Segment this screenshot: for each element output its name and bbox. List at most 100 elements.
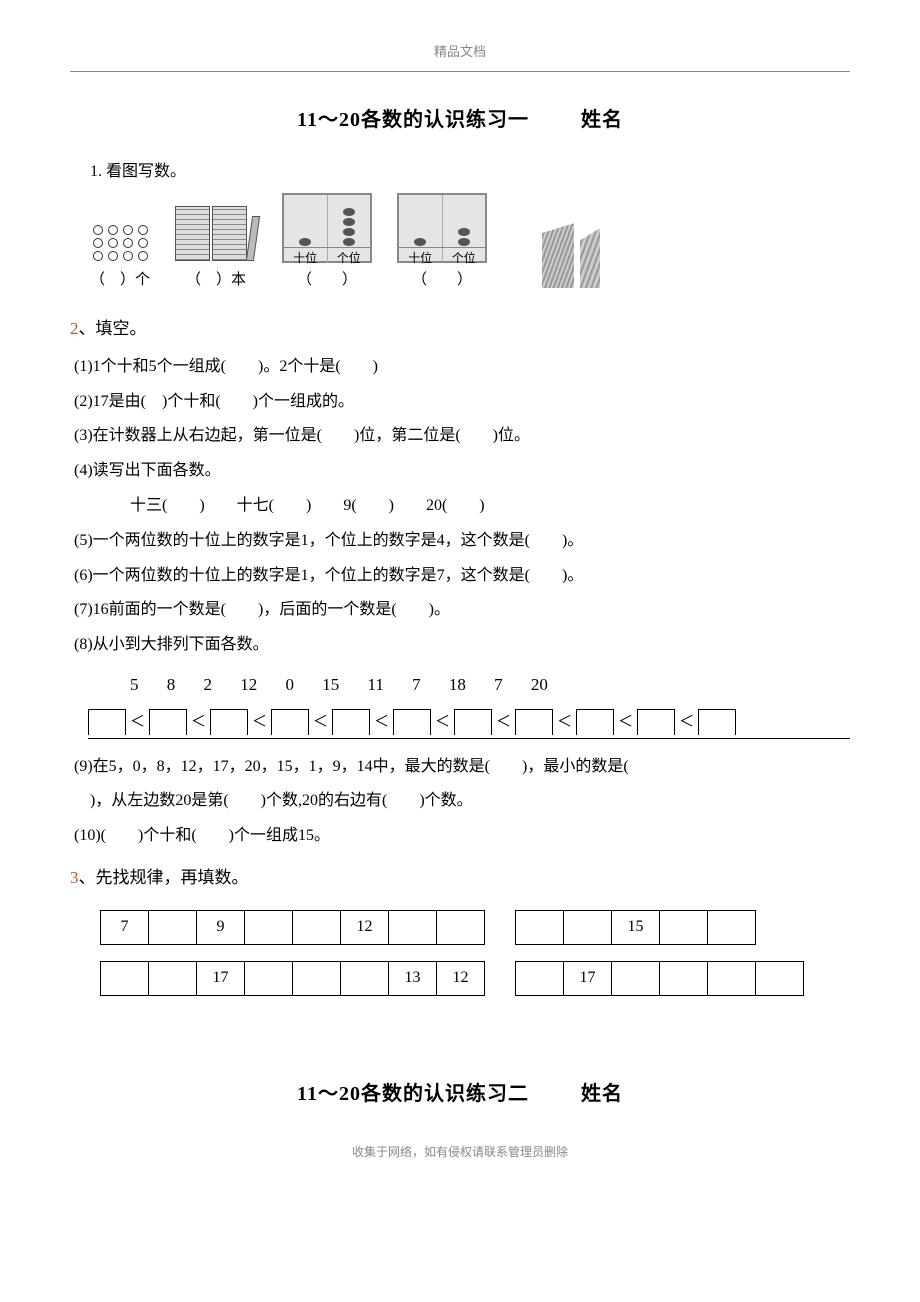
q1-item4-caption: （ ）	[397, 267, 487, 294]
pattern-tables: 7 9 12 15 17 1312 17	[70, 910, 850, 996]
pattern-cell	[293, 910, 341, 944]
q2-line4: (4)读写出下面各数。	[70, 457, 850, 486]
q1-abacus1-item: 十位 个位 （ ）	[282, 193, 372, 294]
worksheet-title-2: 11～20各数的认识练习二 姓名	[70, 1076, 850, 1112]
pattern-cell	[708, 910, 756, 944]
q2-line8: (8)从小到大排列下面各数。	[70, 631, 850, 660]
ones-label-2: 个位	[443, 248, 486, 263]
q2-line1: (1)1个十和5个一组成( )。2个十是( )	[70, 353, 850, 382]
q2-line2: (2)17是由( )个十和( )个一组成的。	[70, 388, 850, 417]
books-graphic	[175, 206, 257, 261]
sort-box	[88, 709, 126, 735]
pattern-cell	[612, 961, 660, 995]
lt-symbol: ＜	[557, 709, 572, 736]
pattern-table-4: 17	[515, 961, 804, 996]
lt-symbol: ＜	[496, 709, 511, 736]
q2-heading-text: 、填空。	[79, 319, 147, 338]
q3-heading: 3、先找规律，再填数。	[70, 863, 850, 894]
pattern-cell	[660, 910, 708, 944]
q1-pencils-item	[542, 223, 600, 294]
ones-label: 个位	[328, 248, 371, 263]
sort-box	[210, 709, 248, 735]
header-label: 精品文档	[70, 40, 850, 63]
q1-item1-caption: （ ）个	[90, 267, 150, 294]
q2-sort-numbers: 5 8 2 12 0 15 11 7 18 7 20	[70, 670, 850, 701]
lt-symbol: ＜	[252, 709, 267, 736]
pattern-cell	[660, 961, 708, 995]
sort-box	[149, 709, 187, 735]
sort-box	[515, 709, 553, 735]
q1-heading: 1. 看图写数。	[70, 158, 850, 187]
footer-note: 收集于网络，如有侵权请联系管理员删除	[70, 1142, 850, 1164]
tens-label-2: 十位	[399, 248, 443, 263]
q2-line3: (3)在计数器上从右边起，第一位是( )位，第二位是( )位。	[70, 422, 850, 451]
title-name-label: 姓名	[581, 109, 623, 131]
q3-number: 3	[70, 868, 79, 887]
lt-symbol: ＜	[313, 709, 328, 736]
lt-symbol: ＜	[618, 709, 633, 736]
sort-box	[637, 709, 675, 735]
pattern-cell: 12	[437, 961, 485, 995]
pencils-graphic	[542, 223, 600, 288]
sort-box	[332, 709, 370, 735]
pattern-cell	[245, 961, 293, 995]
q2-heading: 2、填空。	[70, 314, 850, 345]
q2-line7: (7)16前面的一个数是( )，后面的一个数是( )。	[70, 596, 850, 625]
pattern-cell	[149, 961, 197, 995]
title-main: 11～20各数的认识练习一	[297, 109, 529, 131]
q2-line6: (6)一个两位数的十位上的数字是1，个位上的数字是7，这个数是( )。	[70, 562, 850, 591]
pattern-cell	[516, 961, 564, 995]
q2-line9b: )，从左边数20是第( )个数,20的右边有( )个数。	[70, 787, 850, 816]
lt-symbol: ＜	[374, 709, 389, 736]
pattern-cell	[149, 910, 197, 944]
q1-circles-item: （ ）个	[90, 225, 150, 294]
title2-name-label: 姓名	[581, 1083, 623, 1105]
pattern-cell: 17	[564, 961, 612, 995]
q2-line9a: (9)在5，0，8，12，17，20，15，1，9，14中，最大的数是( )，最…	[70, 753, 850, 782]
q2-number: 2	[70, 319, 79, 338]
sort-box	[393, 709, 431, 735]
pattern-cell: 13	[389, 961, 437, 995]
pattern-cell: 17	[197, 961, 245, 995]
pattern-cell	[708, 961, 756, 995]
pattern-cell	[293, 961, 341, 995]
pattern-table-3: 17 1312	[100, 961, 485, 996]
pattern-cell: 9	[197, 910, 245, 944]
abacus-graphic-2: 十位 个位	[397, 193, 487, 263]
sort-box	[698, 709, 736, 735]
lt-symbol: ＜	[191, 709, 206, 736]
worksheet-title-1: 11～20各数的认识练习一 姓名	[70, 102, 850, 138]
circles-graphic	[90, 225, 150, 261]
lt-symbol: ＜	[435, 709, 450, 736]
q1-figures-row: （ ）个 （ ）本 十位 个位 （ ）	[70, 193, 850, 294]
pattern-cell	[437, 910, 485, 944]
q1-abacus2-item: 十位 个位 （ ）	[397, 193, 487, 294]
sort-box	[454, 709, 492, 735]
sort-box	[576, 709, 614, 735]
pattern-cell	[516, 910, 564, 944]
q2-sort-boxes: ＜ ＜ ＜ ＜ ＜ ＜ ＜ ＜ ＜ ＜	[88, 709, 850, 739]
pattern-table-2: 15	[515, 910, 756, 945]
q2-line4-sub: 十三( ) 十七( ) 9( ) 20( )	[70, 492, 850, 521]
header-underline	[70, 71, 850, 72]
pattern-cell	[756, 961, 804, 995]
pattern-cell	[101, 961, 149, 995]
pattern-cell	[245, 910, 293, 944]
q2-line10: (10)( )个十和( )个一组成15。	[70, 822, 850, 851]
pattern-cell: 7	[101, 910, 149, 944]
lt-symbol: ＜	[679, 709, 694, 736]
q1-item3-caption: （ ）	[282, 267, 372, 294]
q3-heading-text: 、先找规律，再填数。	[79, 868, 249, 887]
q2-line5: (5)一个两位数的十位上的数字是1，个位上的数字是4，这个数是( )。	[70, 527, 850, 556]
pattern-cell: 15	[612, 910, 660, 944]
pattern-cell	[341, 961, 389, 995]
title2-main: 11～20各数的认识练习二	[297, 1083, 529, 1105]
abacus-graphic-1: 十位 个位	[282, 193, 372, 263]
pattern-cell: 12	[341, 910, 389, 944]
pattern-cell	[564, 910, 612, 944]
pattern-table-1: 7 9 12	[100, 910, 485, 945]
tens-label: 十位	[284, 248, 328, 263]
pattern-cell	[389, 910, 437, 944]
sort-box	[271, 709, 309, 735]
lt-symbol: ＜	[130, 709, 145, 736]
